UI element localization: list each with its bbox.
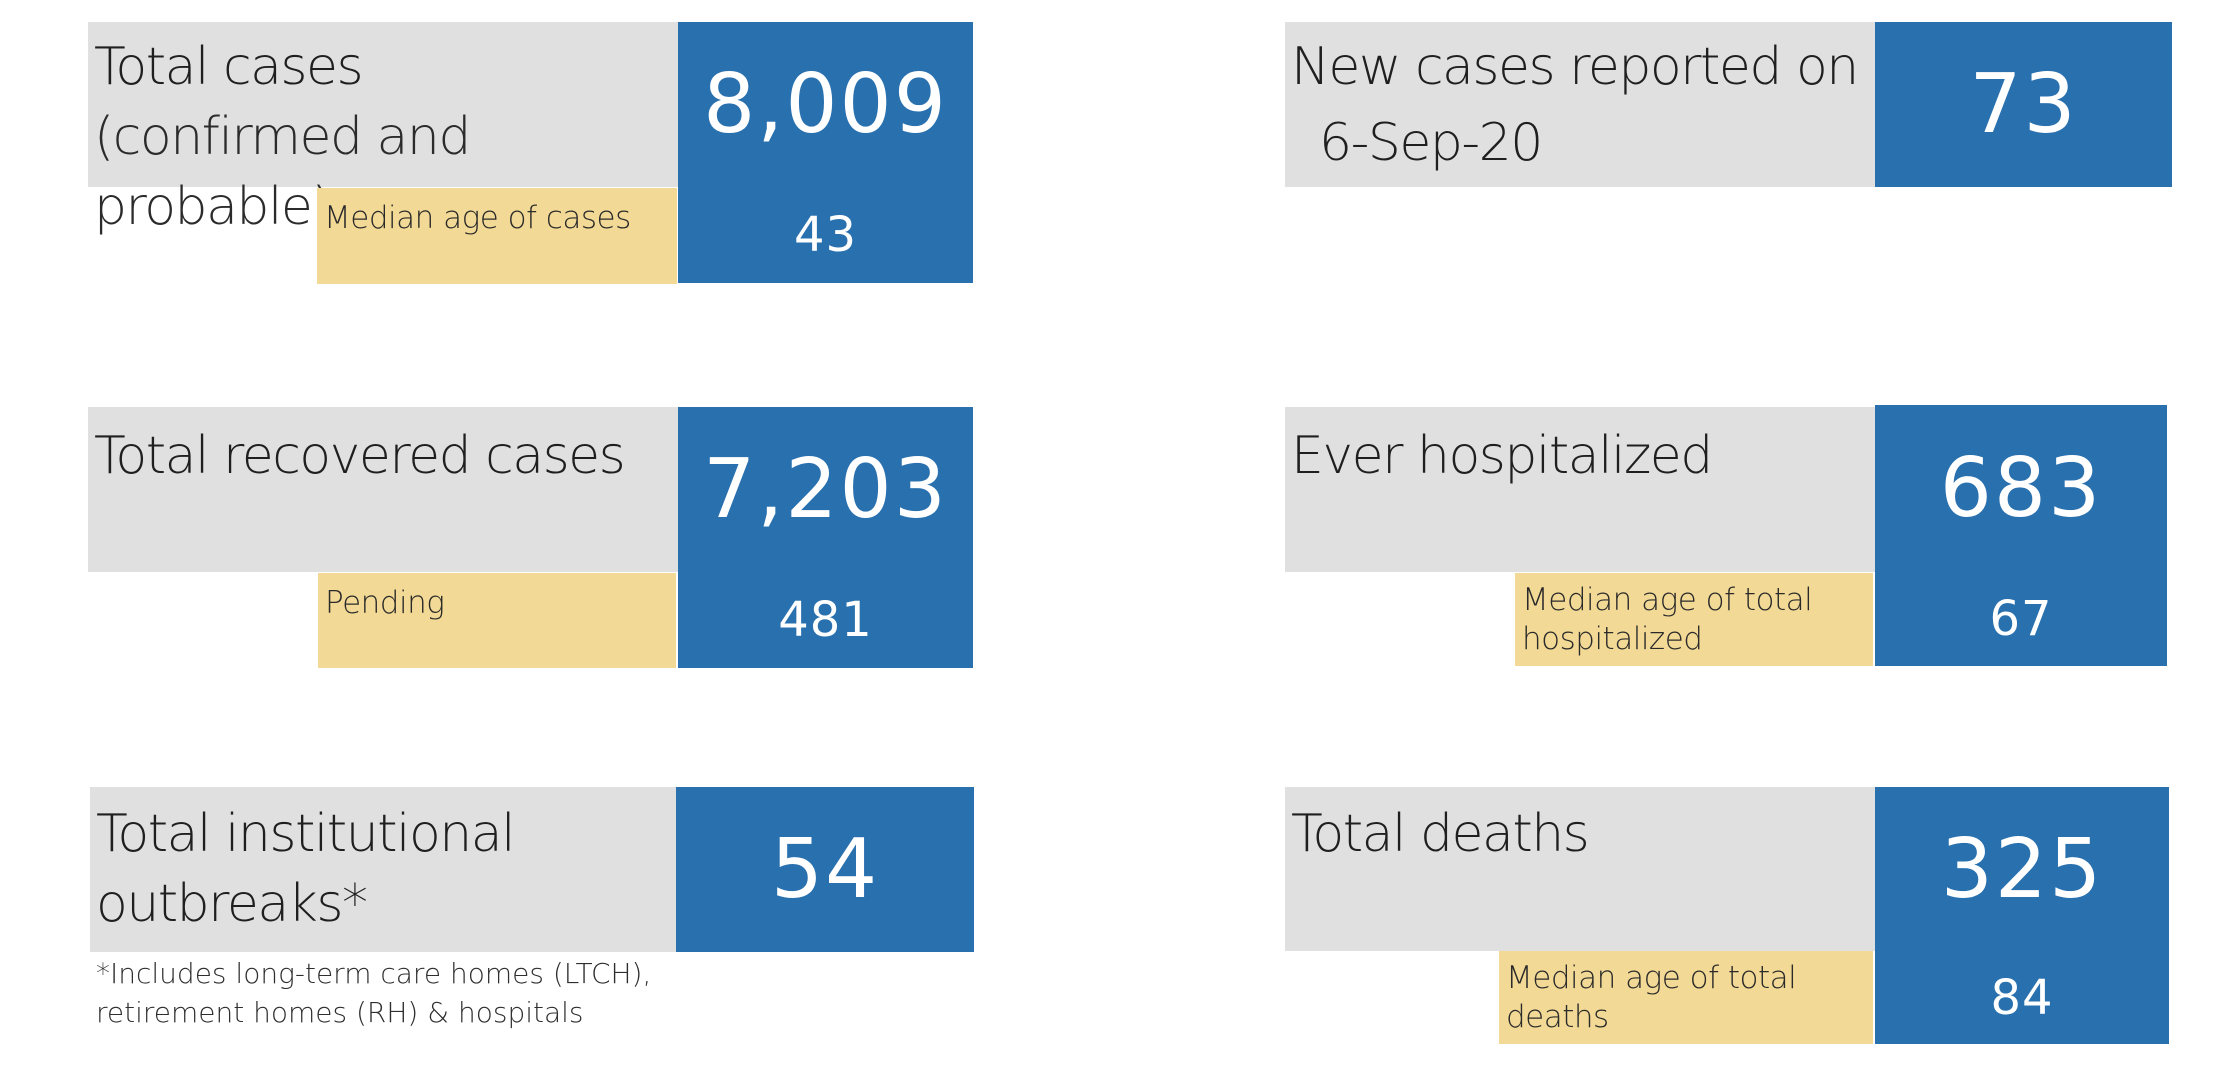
median-age-cases-label: Median age of cases <box>317 188 677 284</box>
recovered-label: Total recovered cases <box>94 426 626 486</box>
total-cases-label-box: Total cases (confirmed and probable) <box>88 22 678 237</box>
deaths-label-box: Total deaths <box>1285 787 1875 951</box>
new-cases-label: New cases reported on <box>1291 37 1859 97</box>
median-age-hospitalized-label: Median age of total hospitalized <box>1515 573 1873 666</box>
deaths-label: Total deaths <box>1291 804 1590 864</box>
total-cases-value: 8,009 <box>678 22 973 187</box>
median-age-deaths-value: 84 <box>1875 951 2169 1044</box>
outbreaks-footnote: *Includes long-term care homes (LTCH), r… <box>96 957 652 1029</box>
outbreaks-value: 54 <box>676 787 974 952</box>
hospitalized-label-box: Ever hospitalized <box>1285 407 1875 572</box>
pending-value: 481 <box>678 572 973 668</box>
recovered-label-box: Total recovered cases <box>88 407 678 572</box>
deaths-value: 325 <box>1875 787 2169 951</box>
median-age-hospitalized-value: 67 <box>1875 572 2167 666</box>
total-cases-label: Total cases <box>94 37 364 97</box>
new-cases-label-box: New cases reported on 6-Sep-20 <box>1285 22 1875 187</box>
pending-label: Pending <box>318 573 676 668</box>
outbreaks-label: Total institutional outbreaks* <box>96 804 516 934</box>
median-age-cases-value: 43 <box>678 187 973 283</box>
outbreaks-label-box: Total institutional outbreaks* <box>90 787 676 952</box>
recovered-value: 7,203 <box>678 407 973 572</box>
hospitalized-value: 683 <box>1875 405 2167 572</box>
median-age-deaths-label: Median age of total deaths <box>1499 951 1873 1044</box>
total-cases-sublabel: (confirmed and probable) <box>94 107 471 237</box>
new-cases-date: 6-Sep-20 <box>1319 113 1543 173</box>
hospitalized-label: Ever hospitalized <box>1291 426 1713 486</box>
new-cases-value: 73 <box>1875 22 2172 187</box>
